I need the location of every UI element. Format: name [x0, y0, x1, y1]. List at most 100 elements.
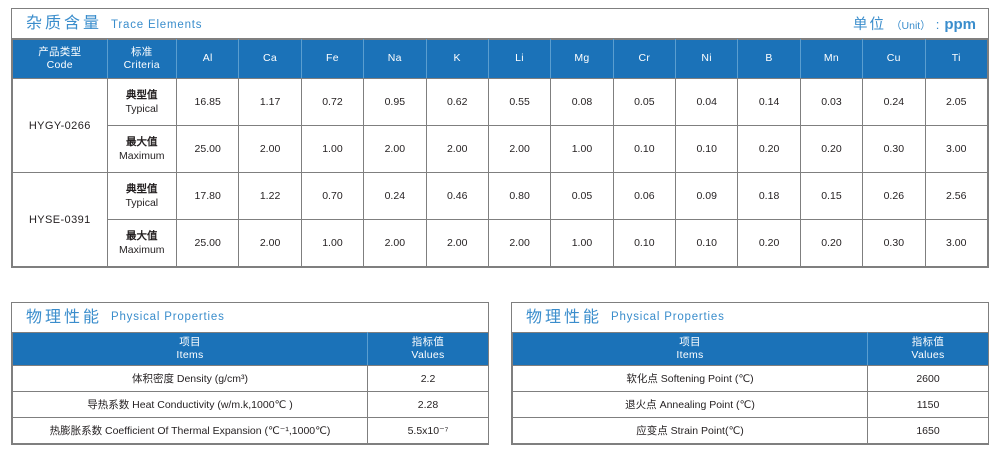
- col-header-fe: Fe: [300, 39, 365, 79]
- table-row: 导热系数 Heat Conductivity (w/m.k,1000℃ ) 2.…: [12, 391, 489, 418]
- cell-k: 0.62: [425, 78, 489, 126]
- criteria-cell: 典型值 Typical: [106, 78, 178, 126]
- col-header-values-en-right: Values: [911, 349, 945, 361]
- table-row: HYSE-0391 典型值 Typical 17.80 1.22 0.70 0.…: [12, 172, 988, 267]
- physical-properties-panel-right: 物理性能 Physical Properties 项目 Items 指标值 Va…: [511, 302, 989, 445]
- col-header-al: Al: [175, 39, 240, 79]
- table-row: 应变点 Strain Point(℃) 1650: [512, 417, 989, 444]
- trace-elements-title: 杂质含量 Trace Elements: [26, 15, 203, 32]
- trace-header-row: 产品类型 Code 标准 Criteria Al Ca Fe Na K Li M…: [12, 39, 988, 79]
- unit-label-group: 单位 （Unit） : ppm: [853, 13, 976, 34]
- col-header-na: Na: [363, 39, 427, 79]
- cell-al: 17.80: [175, 172, 240, 220]
- cell-na: 0.95: [363, 78, 427, 126]
- cell-mn: 0.03: [799, 78, 864, 126]
- cell-k: 2.00: [425, 125, 489, 173]
- col-header-ca: Ca: [238, 39, 302, 79]
- cell-li: 0.80: [487, 172, 552, 220]
- cell-mn: 0.20: [799, 125, 864, 173]
- trace-elements-panel: 杂质含量 Trace Elements 单位 （Unit） : ppm 产品类型…: [11, 8, 989, 268]
- property-item: 热膨胀系数 Coefficient Of Thermal Expansion (…: [12, 417, 368, 444]
- col-header-values-en-left: Values: [411, 349, 445, 361]
- cell-ca: 1.22: [238, 172, 302, 220]
- physical-header-row-left: 项目 Items 指标值 Values: [12, 332, 489, 366]
- cell-mg: 0.05: [550, 172, 614, 220]
- unit-colon: :: [935, 17, 940, 32]
- unit-label-paren: （Unit）: [891, 20, 931, 32]
- physical-table-body-right: 软化点 Softening Point (℃) 2600 退火点 Anneali…: [512, 365, 989, 444]
- cell-cr: 0.10: [612, 219, 677, 267]
- physical-properties-panel-left: 物理性能 Physical Properties 项目 Items 指标值 Va…: [11, 302, 489, 445]
- col-header-items-cn-left: 项目: [179, 335, 201, 348]
- cell-k: 2.00: [425, 219, 489, 267]
- property-item: 应变点 Strain Point(℃): [512, 417, 868, 444]
- property-item: 退火点 Annealing Point (℃): [512, 391, 868, 418]
- trace-table-body: HYGY-0266 典型值 Typical 16.85 1.17 0.72 0.…: [12, 78, 988, 267]
- cell-fe: 0.72: [300, 78, 365, 126]
- cell-al: 25.00: [175, 125, 240, 173]
- cell-cu: 0.30: [862, 125, 926, 173]
- col-header-code-en: Code: [46, 59, 73, 71]
- physical-title-en-left: Physical Properties: [111, 310, 225, 323]
- criteria-en: Maximum: [119, 244, 165, 256]
- trace-table-head: 产品类型 Code 标准 Criteria Al Ca Fe Na K Li M…: [12, 39, 988, 79]
- col-header-na-label: Na: [387, 52, 402, 65]
- cell-fe: 1.00: [300, 219, 365, 267]
- physical-properties-table-left: 项目 Items 指标值 Values 体积密度 Density (g/cm³)…: [12, 332, 489, 444]
- cell-cu: 0.30: [862, 219, 926, 267]
- cell-ti: 3.00: [924, 125, 988, 173]
- unit-label-cn: 单位: [853, 17, 887, 33]
- col-header-items-left: 项目 Items: [12, 332, 368, 366]
- cell-mn: 0.15: [799, 172, 864, 220]
- cell-b: 0.18: [737, 172, 801, 220]
- cell-fe: 0.70: [300, 172, 365, 220]
- col-header-values-cn-right: 指标值: [911, 335, 945, 348]
- col-header-values-left: 指标值 Values: [367, 332, 489, 366]
- col-header-cu-label: Cu: [886, 52, 901, 65]
- criteria-cn: 典型值: [126, 182, 158, 195]
- physical-header-row-right: 项目 Items 指标值 Values: [512, 332, 989, 366]
- property-value: 2600: [867, 365, 989, 392]
- cell-ca: 2.00: [238, 219, 302, 267]
- col-header-li-label: Li: [515, 52, 524, 65]
- criteria-cell: 最大值 Maximum: [106, 219, 178, 267]
- cell-b: 0.14: [737, 78, 801, 126]
- property-value: 1650: [867, 417, 989, 444]
- col-header-code: 产品类型 Code: [12, 39, 108, 79]
- cell-fe: 1.00: [300, 125, 365, 173]
- cell-li: 0.55: [487, 78, 552, 126]
- physical-properties-table-right: 项目 Items 指标值 Values 软化点 Softening Point …: [512, 332, 989, 444]
- cell-na: 2.00: [363, 125, 427, 173]
- unit-value: ppm: [944, 16, 976, 33]
- physical-title-en-right: Physical Properties: [611, 310, 725, 323]
- table-row: 软化点 Softening Point (℃) 2600: [512, 365, 989, 392]
- physical-table-head-right: 项目 Items 指标值 Values: [512, 332, 989, 366]
- col-header-cr: Cr: [612, 39, 677, 79]
- col-header-cr-label: Cr: [638, 52, 651, 65]
- property-value: 2.28: [367, 391, 489, 418]
- col-header-items-cn-right: 项目: [679, 335, 701, 348]
- table-row: 退火点 Annealing Point (℃) 1150: [512, 391, 989, 418]
- cell-ni: 0.09: [674, 172, 739, 220]
- criteria-cell: 典型值 Typical: [106, 172, 178, 220]
- trace-elements-table: 产品类型 Code 标准 Criteria Al Ca Fe Na K Li M…: [12, 39, 988, 267]
- col-header-ti: Ti: [924, 39, 988, 79]
- cell-ni: 0.10: [674, 219, 739, 267]
- col-header-code-cn: 产品类型: [38, 45, 82, 58]
- col-header-items-right: 项目 Items: [512, 332, 868, 366]
- physical-properties-title-bar-left: 物理性能 Physical Properties: [12, 303, 488, 332]
- col-header-b: B: [737, 39, 801, 79]
- col-header-criteria-cn: 标准: [130, 45, 153, 58]
- criteria-cn: 典型值: [126, 88, 158, 101]
- cell-ca: 2.00: [238, 125, 302, 173]
- criteria-en: Typical: [125, 103, 159, 115]
- property-item: 体积密度 Density (g/cm³): [12, 365, 368, 392]
- trace-title-en: Trace Elements: [111, 18, 203, 31]
- cell-cr: 0.05: [612, 78, 677, 126]
- physical-table-body-left: 体积密度 Density (g/cm³) 2.2 导热系数 Heat Condu…: [12, 365, 489, 444]
- property-item: 软化点 Softening Point (℃): [512, 365, 868, 392]
- table-row: HYGY-0266 典型值 Typical 16.85 1.17 0.72 0.…: [12, 78, 988, 173]
- cell-ni: 0.10: [674, 125, 739, 173]
- col-header-mn: Mn: [799, 39, 864, 79]
- criteria-en: Typical: [125, 197, 159, 209]
